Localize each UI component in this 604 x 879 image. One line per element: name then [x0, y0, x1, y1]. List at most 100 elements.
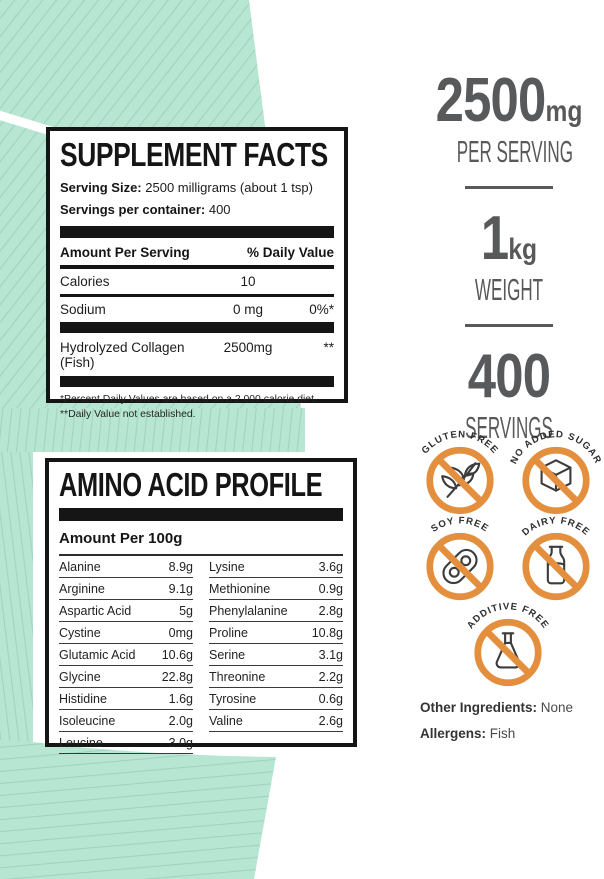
amino-name: Lysine [209, 559, 245, 574]
amino-name: Isoleucine [59, 713, 116, 728]
amino-value: 2.0g [168, 713, 193, 728]
amino-name: Aspartic Acid [59, 603, 132, 618]
amino-acid-title: AMINO ACID PROFILE [59, 466, 323, 503]
amino-name: Phenylalanine [209, 603, 288, 618]
amino-value: 0.6g [318, 691, 343, 706]
table-row: Histidine 1.6g [59, 688, 193, 710]
prohibition-slash [484, 628, 532, 677]
table-row: Valine 2.6g [209, 710, 343, 732]
daily-value-header: % Daily Value [246, 245, 334, 261]
divider-bar [60, 375, 334, 387]
nutrient-amount: 0 mg [232, 301, 263, 317]
other-ingredients-value: None [540, 700, 574, 715]
table-row: Proline 10.8g [209, 622, 343, 644]
servings-per-container-line: Servings per container: 400 [60, 201, 334, 219]
amino-acid-table: Alanine 8.9g Arginine 9.1g Aspartic Acid 5g… [59, 556, 343, 754]
table-row: Isoleucine 2.0g [59, 710, 193, 732]
thin-rule [59, 554, 343, 556]
footnote-daily-values: *Percent Daily Values are based on a 2,0… [60, 393, 317, 405]
stat-unit: mg [545, 95, 583, 128]
nutrient-dv: ** [323, 339, 334, 355]
table-row: Arginine 9.1g [59, 578, 193, 600]
stat-label: PER SERVING [456, 134, 573, 169]
amino-value: 3.6g [318, 559, 343, 574]
divider-bar [59, 508, 343, 521]
footer-notes: Other Ingredients: None Allergens: Fish [420, 700, 573, 752]
stat-per-serving: 2500mg PER SERVING [414, 70, 604, 169]
amino-value: 8.9g [168, 559, 193, 574]
allergens-label: Allergens: [420, 726, 487, 741]
stats-column: 2500mg PER SERVING 1kg WEIGHT 400 SERVIN… [414, 70, 604, 444]
badge-no-added-sugar: NO ADDED SUGAR [509, 429, 602, 515]
stat-number: 400 [467, 342, 551, 411]
amino-name: Serine [209, 647, 246, 662]
stat-divider [465, 186, 553, 189]
svg-text:SOY FREE: SOY FREE [429, 515, 491, 534]
amino-name: Valine [209, 713, 243, 728]
amino-name: Leucine [59, 735, 103, 750]
stat-unit: kg [508, 233, 538, 266]
other-ingredients-label: Other Ingredients: [420, 700, 538, 715]
table-row: Cystine 0mg [59, 622, 193, 644]
green-column-shape [0, 452, 33, 752]
stat-value: 1kg [431, 208, 587, 270]
amino-name: Cystine [59, 625, 101, 640]
amino-acid-panel: AMINO ACID PROFILE Amount Per 100g Alani… [45, 458, 357, 754]
nutrient-name: Hydrolyzed Collagen (Fish) [60, 339, 185, 370]
stat-weight: 1kg WEIGHT [414, 208, 604, 306]
facts-header-row: Amount Per Serving % Daily Value [60, 238, 334, 265]
supplement-facts-title: SUPPLEMENT FACTS [60, 136, 328, 173]
amino-name: Tyrosine [209, 691, 257, 706]
table-row: Serine 3.1g [209, 644, 343, 666]
table-row-calories: Calories 10 [60, 269, 334, 294]
stat-divider [465, 324, 553, 327]
other-ingredients-line: Other Ingredients: None [420, 700, 573, 715]
prohibition-slash [532, 456, 580, 505]
table-row-sodium: Sodium 0 mg 0%* [60, 297, 334, 322]
badge-dairy-free: DAIRY FREE [520, 515, 591, 601]
amino-value: 1.6g [168, 691, 193, 706]
nutrient-name: Calories [60, 274, 110, 290]
table-row: Glycine 22.8g [59, 666, 193, 688]
amino-name: Proline [209, 625, 248, 640]
table-row: Phenylalanine 2.8g [209, 600, 343, 622]
servings-per-container-label: Servings per container: [60, 202, 206, 218]
amino-value: 9.1g [168, 581, 193, 596]
table-row-collagen: Hydrolyzed Collagen (Fish) 2500mg ** [60, 333, 334, 376]
amino-name: Glycine [59, 669, 101, 684]
thin-rule [60, 294, 334, 297]
amino-value: 0mg [168, 625, 193, 640]
amino-right-column: Lysine 3.6g Methionine 0.9g Phenylalanine 2… [209, 556, 343, 754]
amount-per-100g-label: Amount Per 100g [59, 530, 183, 547]
amino-value: 3.1g [318, 647, 343, 662]
serving-size-label: Serving Size: [60, 180, 142, 195]
amino-left-column: Alanine 8.9g Arginine 9.1g Aspartic Acid 5g… [59, 556, 193, 754]
amino-value: 2.8g [318, 603, 343, 618]
green-wave-shape [0, 740, 276, 879]
stat-value: 400 [431, 346, 587, 408]
stat-number: 2500 [435, 66, 547, 135]
amino-name: Alanine [59, 559, 101, 574]
serving-size-value: 2500 milligrams (about 1 tsp) [145, 180, 313, 195]
divider-bar [60, 226, 334, 239]
stat-value: 2500mg [431, 70, 587, 132]
amino-name: Threonine [209, 669, 266, 684]
divider-bar [60, 321, 334, 333]
table-row: Alanine 8.9g [59, 556, 193, 578]
nutrient-amount: 10 [240, 274, 256, 290]
amino-value: 22.8g [161, 669, 193, 684]
supplement-facts-panel: SUPPLEMENT FACTS Serving Size: 2500 mill… [46, 127, 348, 420]
amino-value: 2.6g [318, 713, 343, 728]
table-row: Glutamic Acid 10.6g [59, 644, 193, 666]
prohibition-slash [436, 456, 484, 505]
nutrient-amount: 2500mg [223, 339, 273, 355]
amino-value: 0.9g [318, 581, 343, 596]
nutrient-name: Sodium [60, 301, 106, 317]
table-row: Lysine 3.6g [209, 556, 343, 578]
amino-name: Glutamic Acid [59, 647, 136, 662]
stat-servings: 400 SERVINGS [414, 346, 604, 444]
amino-name: Methionine [209, 581, 271, 596]
allergens-value: Fish [489, 726, 516, 741]
prohibition-slash [436, 542, 484, 591]
amino-value: 3.0g [168, 735, 193, 750]
